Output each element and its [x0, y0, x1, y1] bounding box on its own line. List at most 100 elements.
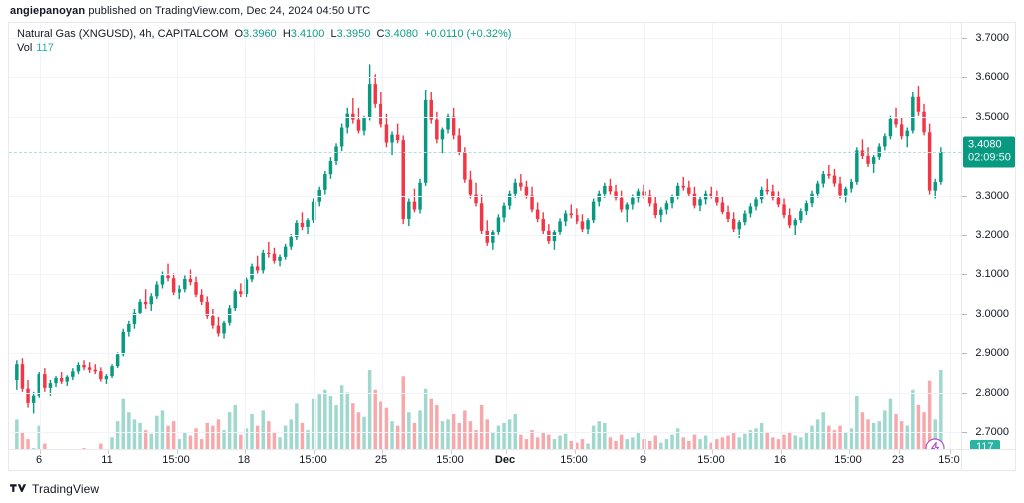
volume-bar: [776, 439, 781, 449]
time-tick-label: 15:00: [697, 454, 725, 466]
volume-bar: [283, 425, 288, 449]
candle-wick: [441, 127, 444, 154]
volume-bar: [821, 412, 825, 449]
volume-bar: [843, 431, 848, 449]
candle-body: [26, 388, 30, 403]
candle-body: [31, 395, 36, 403]
candle-body: [20, 364, 25, 389]
tradingview-logo[interactable]: TradingView: [10, 482, 99, 496]
volume-bar: [121, 398, 125, 449]
candle-body: [709, 193, 713, 197]
gridline-horizontal: [9, 116, 961, 118]
candle-body: [244, 279, 249, 294]
bar-countdown: 02:09:50: [968, 151, 1011, 164]
candle-wick: [626, 202, 628, 223]
volume-bar: [636, 431, 641, 449]
candle-body: [922, 111, 926, 133]
volume-bar: [586, 443, 590, 449]
volume-bar: [250, 413, 254, 449]
volume-bar: [289, 419, 293, 449]
volume-bar: [412, 422, 417, 449]
time-tick-label: Dec: [494, 454, 516, 466]
candle-wick: [144, 289, 147, 309]
price-scale[interactable]: 3.7000 3.6000 3.5000 3.3000 3.2000 3.1000 3.00…: [961, 23, 1015, 457]
tradingview-mark-icon: [10, 483, 27, 492]
volume-bar: [799, 437, 803, 449]
price-tick-label: 3.5000: [975, 110, 1009, 123]
volume-bar: [496, 425, 501, 449]
volume-bar: [659, 442, 663, 449]
candle-body: [367, 84, 372, 118]
volume-bar: [855, 396, 859, 449]
volume-bar: [43, 443, 47, 449]
price-tick-mark: [962, 195, 967, 197]
gridline-horizontal: [9, 431, 961, 433]
volume-bar: [670, 434, 674, 449]
candle-body: [127, 323, 131, 332]
candle-body: [345, 113, 349, 128]
candle-body: [233, 291, 237, 309]
candle-body: [586, 220, 590, 230]
volume-bar: [709, 442, 713, 449]
candle-body: [793, 220, 797, 226]
time-tick-label: 25: [374, 454, 388, 466]
candle-body: [832, 175, 837, 184]
candle-body: [535, 209, 540, 220]
volume-bar: [849, 428, 853, 449]
candle-body: [552, 232, 557, 242]
candle-wick: [570, 204, 572, 219]
candle-body: [155, 284, 159, 297]
volume-bar: [883, 410, 887, 449]
volume-bar: [743, 433, 747, 449]
time-tick-label: 15:00: [299, 454, 327, 466]
candle-body: [356, 119, 361, 131]
volume-bar: [687, 440, 691, 449]
candle-body: [48, 383, 53, 388]
candle-wick: [872, 155, 875, 173]
price-tick-label: 3.7000: [975, 31, 1009, 44]
last-price-badge: 3.4080 02:09:50: [963, 136, 1015, 168]
candle-body: [838, 183, 842, 196]
volume-bar: [591, 425, 596, 449]
price-tick-label: 3.0000: [975, 307, 1009, 320]
volume-bar: [715, 439, 719, 449]
time-tick-mark: [505, 450, 507, 454]
candle-body: [883, 136, 887, 147]
volume-bar: [563, 433, 568, 449]
candle-body: [636, 191, 641, 198]
candle-body: [563, 213, 568, 222]
alert-bolt-icon[interactable]: [925, 438, 945, 449]
candle-wick: [391, 131, 393, 156]
gridline-vertical: [643, 23, 645, 449]
gridline-vertical: [313, 23, 315, 449]
candle-body: [328, 161, 333, 175]
candle-body: [692, 193, 697, 206]
candle-body: [659, 209, 663, 216]
volume-bar: [485, 419, 489, 449]
candle-body: [547, 230, 551, 242]
price-tick-mark: [962, 37, 967, 39]
time-tick-label: 15:0: [938, 454, 960, 466]
volume-bar: [227, 412, 232, 449]
volume-bar: [239, 434, 243, 449]
candle-body: [295, 222, 299, 238]
volume-bar: [26, 439, 30, 449]
candle-body: [211, 316, 215, 326]
volume-bar: [328, 396, 333, 449]
volume-bar: [619, 434, 624, 449]
candle-wick: [240, 283, 242, 298]
volume-bar: [552, 439, 557, 449]
volume-bar: [216, 419, 221, 449]
volume-bar: [871, 422, 876, 449]
candle-body: [87, 367, 92, 370]
candle-body: [199, 294, 204, 302]
time-tick-label: 16: [773, 454, 787, 466]
candle-body: [194, 282, 198, 295]
plot-area[interactable]: Natural Gas (XNGUSD), 4h, CAPITALCOM O3.…: [9, 23, 961, 449]
volume-bar: [15, 419, 19, 449]
candle-body: [530, 195, 534, 210]
time-tick-mark: [574, 450, 576, 454]
volume-bar: [339, 385, 344, 449]
volume-bar: [395, 425, 400, 449]
time-scale[interactable]: 6 11 15:00 18 15:00 25 15:00 Dec 15:00 9 15:00 16 15…: [9, 449, 961, 470]
